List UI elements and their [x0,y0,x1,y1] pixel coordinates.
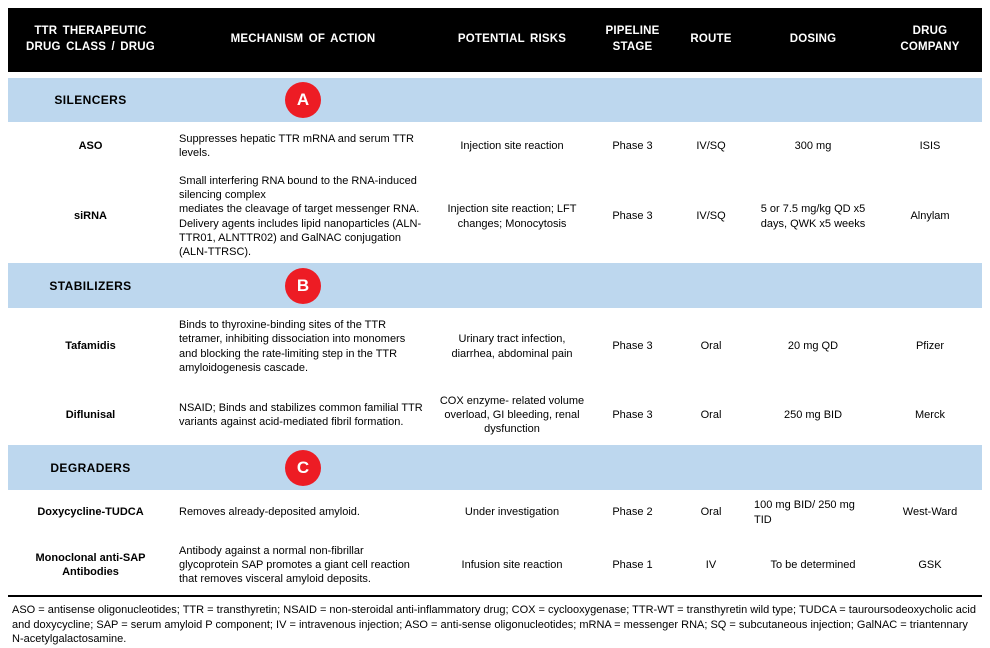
company-cell: ISIS [919,139,941,152]
column-header-company: DRUG COMPANY [900,25,960,53]
stage-cell: Phase 1 [612,558,653,571]
ttr-therapeutics-table: TTR THERAPEUTIC DRUG CLASS / DRUG MECHAN… [8,8,982,647]
stage-cell: Phase 3 [612,408,653,421]
risks-cell: Urinary tract infection, diarrhea, abdom… [451,333,573,360]
company-cell: Alnylam [910,210,950,223]
dosing-cell: 5 or 7.5 mg/kg QD x5 days, QWK x5 weeks [760,203,866,230]
header-gap [8,72,982,78]
marker-a-icon: A [285,82,321,118]
drug-name: siRNA [73,210,107,223]
risks-cell: Under investigation [464,506,560,519]
table-row-doxycycline-tudca: Doxycycline-TUDCA Removes already-deposi… [8,490,982,535]
stage-cell: Phase 2 [612,506,653,519]
dosing-cell: 20 mg QD [787,340,839,353]
dosing-cell: To be determined [770,558,856,571]
table-row-sirna: siRNA Small interfering RNA bound to the… [8,170,982,263]
stage-cell: Phase 3 [612,340,653,353]
column-header-pipeline-stage: PIPELINE STAGE [605,25,660,53]
table-row-aso: ASO Suppresses hepatic TTR mRNA and seru… [8,122,982,170]
company-cell: Pfizer [915,340,945,353]
drug-name: Diflunisal [65,408,116,421]
route-cell: Oral [700,340,722,353]
section-header-degraders: DEGRADERS C [8,445,982,490]
mechanism-cell: Binds to thyroxine-binding sites of the … [179,318,406,374]
drug-name: Monoclonal anti-SAP Antibodies [35,551,146,578]
section-label-stabilizers: STABILIZERS [49,278,132,293]
table-row-diflunisal: Diflunisal NSAID; Binds and stabilizes c… [8,385,982,445]
drug-name: Tafamidis [65,340,116,353]
risks-cell: Injection site reaction; LFT changes; Mo… [447,203,577,230]
mechanism-cell: NSAID; Binds and stabilizes common famil… [179,401,423,428]
risks-cell: Injection site reaction [460,139,564,152]
company-cell: Merck [915,408,945,421]
stage-cell: Phase 3 [612,210,653,223]
section-header-stabilizers: STABILIZERS B [8,263,982,308]
table-row-monoclonal-anti-sap: Monoclonal anti-SAP Antibodies Antibody … [8,535,982,595]
mechanism-cell: Antibody against a normal non-fibrillar … [179,544,410,586]
risks-cell: Infusion site reaction [461,558,563,571]
company-cell: GSK [918,558,942,571]
abbreviations-footnote: ASO = antisense oligonucleotides; TTR = … [12,604,976,646]
route-cell: IV [705,558,717,571]
table-header-row: TTR THERAPEUTIC DRUG CLASS / DRUG MECHAN… [8,8,982,72]
table-row-tafamidis: Tafamidis Binds to thyroxine-binding sit… [8,308,982,385]
dosing-cell: 250 mg BID [783,408,843,421]
drug-name: Doxycycline-TUDCA [37,506,144,519]
dosing-cell: 300 mg [794,139,832,152]
column-header-route: ROUTE [690,33,732,46]
section-header-silencers: SILENCERS A [8,78,982,122]
risks-cell: COX enzyme- related volume overload, GI … [439,394,585,436]
mechanism-cell: Suppresses hepatic TTR mRNA and serum TT… [179,132,414,159]
stage-cell: Phase 3 [612,139,653,152]
footnote-divider [8,595,982,597]
company-cell: West-Ward [902,506,958,519]
mechanism-cell: Removes already-deposited amyloid. [179,506,360,519]
mechanism-cell: Small interfering RNA bound to the RNA-i… [179,174,422,259]
section-label-degraders: DEGRADERS [50,460,131,475]
route-cell: Oral [700,408,722,421]
column-header-risks: POTENTIAL RISKS [457,33,567,46]
marker-b-icon: B [285,267,321,304]
dosing-cell: 100 mg BID/ 250 mg TID [754,499,855,526]
column-header-dosing: DOSING [789,33,837,46]
drug-name: ASO [78,139,103,152]
column-header-mechanism: MECHANISM OF ACTION [230,33,376,46]
route-cell: Oral [700,506,722,519]
column-header-drug-class: TTR THERAPEUTIC DRUG CLASS / DRUG [26,25,155,53]
route-cell: IV/SQ [696,210,726,223]
section-label-silencers: SILENCERS [54,93,127,107]
marker-c-icon: C [285,449,321,486]
route-cell: IV/SQ [696,139,726,152]
